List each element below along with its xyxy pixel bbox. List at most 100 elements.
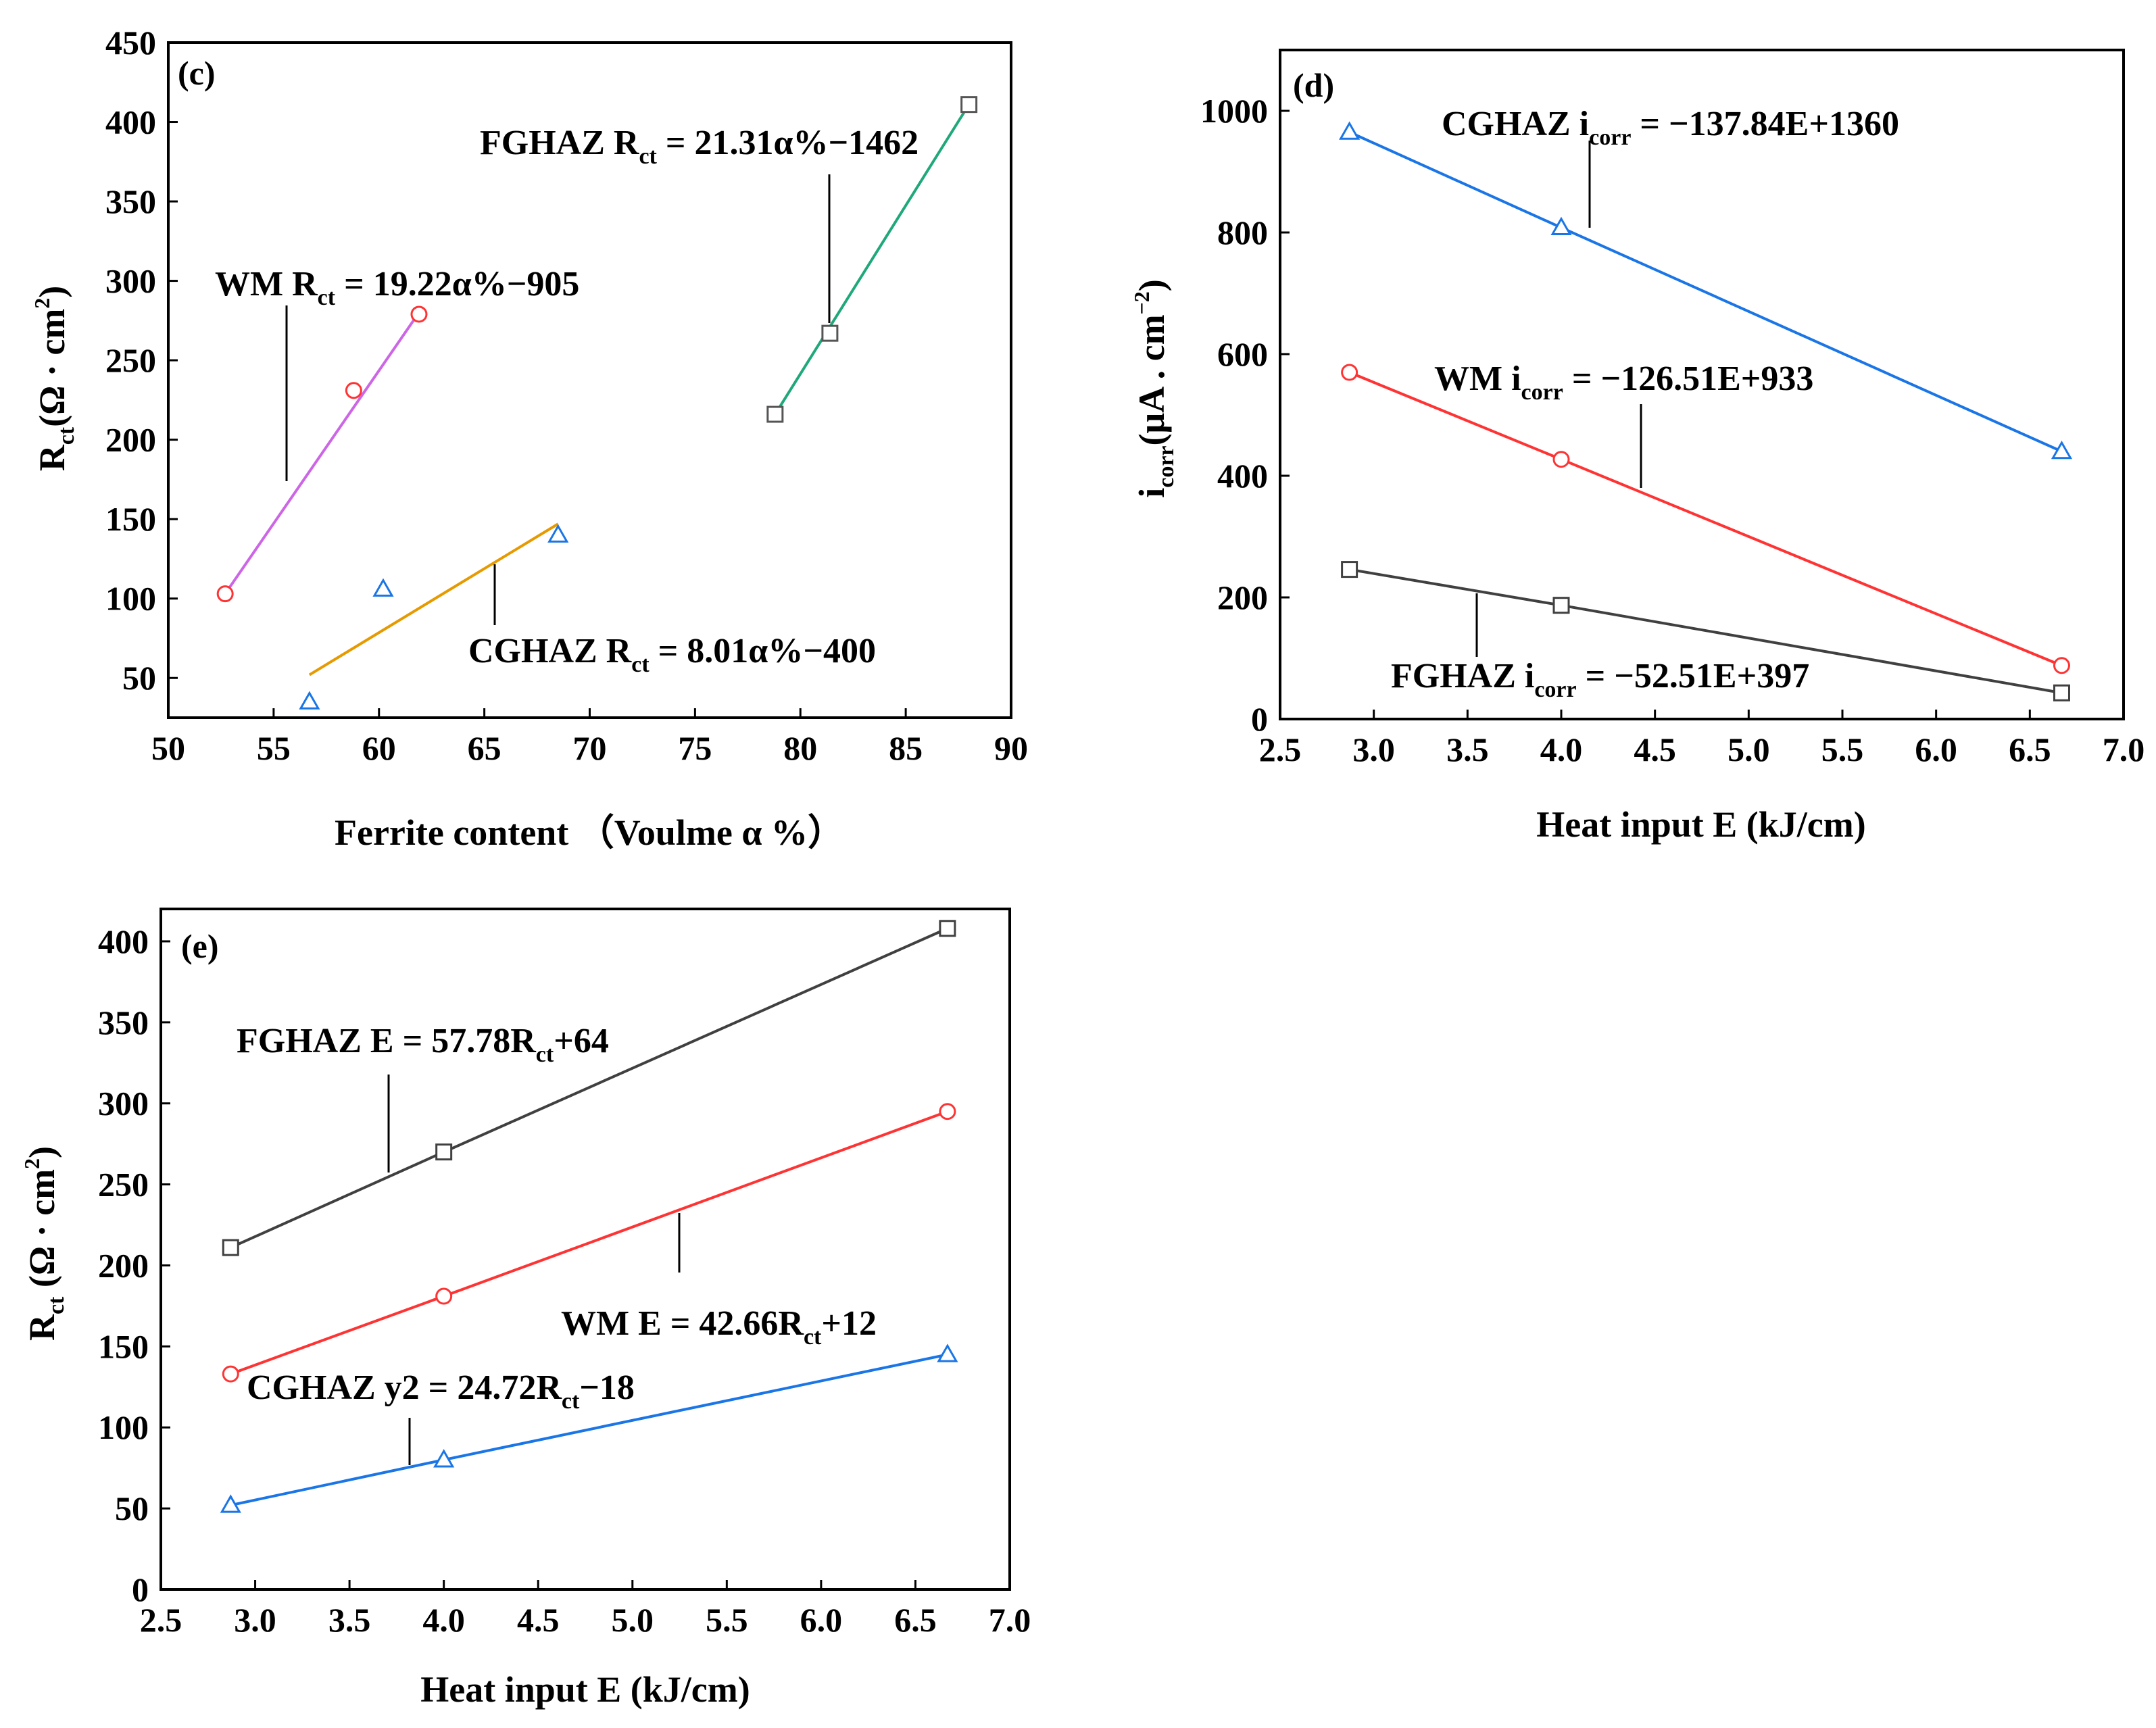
panel-c-wm-equation: WM Rct = 19.22α%−905 [215, 265, 579, 310]
x-tick-label: 7.0 [2103, 731, 2145, 768]
eq-sub: ct [318, 285, 336, 310]
data-point-cghaz [1339, 121, 1361, 140]
panel-d-series-lines [1348, 130, 2063, 695]
panel-e: 2.5 3.0 3.5 4.0 4.5 5.0 5.5 6.0 6.5 7.0 0 50 100 150 2… [20, 908, 1031, 1710]
y-tick-label: 300 [98, 1085, 149, 1122]
eq-sub: corr [1589, 125, 1631, 150]
y-tick-label: 200 [98, 1246, 149, 1284]
data-point-wm [2053, 657, 2070, 674]
y-title-r: R [22, 1314, 62, 1341]
x-tick-label: 80 [783, 729, 817, 767]
panel-d-cghaz-equation: CGHAZ icorr = −137.84E+1360 [1442, 105, 1899, 150]
data-point-wm [216, 585, 234, 603]
series-line-wm [1348, 371, 2063, 667]
fit-line-cghaz [308, 522, 559, 676]
y-tick-label: 0 [1251, 700, 1268, 738]
panel-d-wm-equation: WM icorr = −126.51E+933 [1434, 360, 1813, 405]
y-title-unit: (μA . cm [1131, 314, 1172, 445]
y-tick-label: 0 [132, 1571, 149, 1608]
y-title-ct-sub: ct [44, 1296, 69, 1314]
x-tick-label: 70 [573, 729, 607, 767]
panel-d-y-axis-title: icorr(μA . cm−2) [1129, 279, 1179, 498]
y-tick-label: 800 [1217, 214, 1268, 251]
eq-part: WM E = 42.66R [561, 1304, 804, 1343]
y-title-close: ) [22, 1146, 62, 1158]
panel-e-points [220, 920, 958, 1513]
y-tick-label: 600 [1217, 335, 1268, 373]
data-point-fghaz [1552, 597, 1570, 614]
x-tick-label: 50 [151, 729, 185, 767]
series-line-cghaz [1348, 130, 2063, 453]
data-point-cghaz [1550, 216, 1572, 236]
panel-e-series-lines [230, 927, 948, 1507]
y-tick-label: 350 [98, 1004, 149, 1041]
x-tick-label: 4.0 [422, 1601, 465, 1639]
data-point-cghaz [372, 578, 394, 597]
data-point-fghaz [1341, 561, 1358, 578]
y-tick-label: 1000 [1200, 92, 1268, 130]
y-tick-label: 200 [105, 421, 156, 459]
data-point-wm [939, 1103, 956, 1120]
y-tick-label: 400 [98, 922, 149, 960]
y-tick-label: 350 [105, 182, 156, 220]
x-tick-label: 90 [994, 729, 1028, 767]
eq-part: = −52.51E+397 [1577, 657, 1810, 695]
x-tick-label: 5.0 [1728, 731, 1770, 768]
data-point-fghaz [766, 405, 784, 423]
data-point-cghaz [220, 1494, 241, 1513]
panel-d-axis-ticks: 2.5 3.0 3.5 4.0 4.5 5.0 5.5 6.0 6.5 7.0 0 200 400 600… [1200, 92, 2145, 768]
y-title-sup: −2 [1129, 291, 1154, 314]
panel-d-points [1339, 121, 2073, 701]
x-tick-label: 6.0 [1915, 731, 1957, 768]
panel-c-x-axis-title: Ferrite content （Voulme α %） [335, 812, 844, 853]
x-tick-label: 4.5 [1634, 731, 1676, 768]
x-tick-label: 5.0 [612, 1601, 654, 1639]
y-title-close: ) [32, 286, 72, 298]
eq-part: WM R [215, 265, 318, 303]
eq-part: = −126.51E+933 [1563, 360, 1814, 398]
data-point-wm [345, 382, 362, 399]
eq-part: CGHAZ R [468, 632, 633, 670]
x-tick-label: 6.5 [2009, 731, 2051, 768]
y-tick-label: 50 [122, 659, 156, 697]
panel-c-fghaz-equation: FGHAZ Rct = 21.31α%−1462 [480, 124, 918, 169]
y-title-r: R [32, 444, 72, 471]
y-tick-label: 100 [98, 1408, 149, 1446]
y-tick-label: 300 [105, 262, 156, 300]
panel-c-cghaz-equation: CGHAZ Rct = 8.01α%−400 [468, 632, 876, 677]
eq-part: CGHAZ i [1442, 105, 1589, 143]
data-point-fghaz [222, 1239, 239, 1256]
x-tick-label: 2.5 [140, 1601, 182, 1639]
data-point-fghaz [2053, 684, 2070, 701]
x-tick-label: 3.0 [1352, 731, 1395, 768]
eq-part: +12 [821, 1304, 877, 1343]
eq-sub: ct [536, 1042, 554, 1067]
x-tick-label: 5.5 [706, 1601, 748, 1639]
panel-e-cghaz-equation: CGHAZ y2 = 24.72Rct−18 [247, 1368, 635, 1414]
x-tick-label: 4.0 [1540, 731, 1583, 768]
data-point-fghaz [960, 96, 978, 114]
eq-part: +64 [554, 1022, 609, 1060]
data-point-fghaz [821, 324, 839, 342]
y-tick-label: 400 [1217, 457, 1268, 495]
panel-e-y-axis-title: Rct (Ω · cm2) [20, 1146, 69, 1341]
panel-c-fit-lines [224, 103, 971, 676]
eq-part: CGHAZ y2 = 24.72R [247, 1368, 562, 1407]
y-tick-label: 250 [105, 341, 156, 379]
x-tick-label: 3.5 [328, 1601, 371, 1639]
panel-e-wm-equation: WM E = 42.66Rct+12 [561, 1304, 877, 1350]
eq-part: = −137.84E+1360 [1631, 105, 1899, 143]
panel-e-axis-ticks: 2.5 3.0 3.5 4.0 4.5 5.0 5.5 6.0 6.5 7.0 0 50 100 150 2… [98, 922, 1031, 1639]
x-tick-label: 2.5 [1259, 731, 1302, 768]
data-point-cghaz [547, 524, 569, 543]
eq-sub: corr [1534, 677, 1576, 702]
panel-e-label: (e) [181, 927, 219, 965]
fit-line-fghaz [774, 103, 971, 416]
x-tick-label: 6.0 [800, 1601, 843, 1639]
x-tick-label: 5.5 [1821, 731, 1864, 768]
panel-e-frame [160, 908, 1011, 1591]
panel-c: 50 55 60 65 70 75 80 85 90 50 100 150 200 250 300 350 40… [30, 24, 1028, 853]
y-tick-label: 150 [98, 1327, 149, 1365]
y-tick-label: 400 [105, 103, 156, 141]
